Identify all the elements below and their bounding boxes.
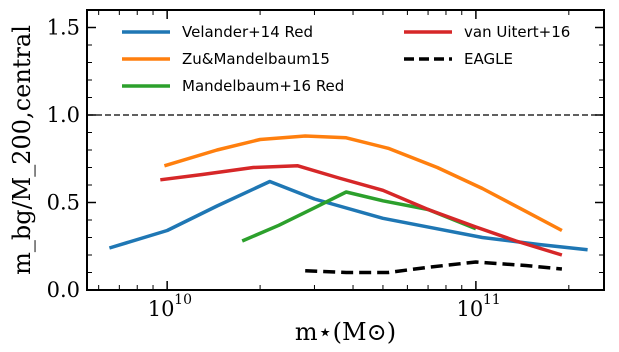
legend: Velander+14 Red Zu&Mandelbaum15 Mandelbaum…	[122, 23, 570, 95]
x-tick-exponent: 10	[174, 292, 192, 308]
legend-label-4: van Uitert+16	[464, 23, 570, 41]
series-line-3	[241, 190, 477, 243]
legend-label-3: Mandelbaum+16 Red	[182, 77, 344, 95]
y-tick-label: 0.5	[47, 191, 80, 215]
legend-label-1: Velander+14 Red	[182, 23, 313, 41]
series-line-4	[160, 164, 563, 257]
x-tick-exponent: 11	[483, 292, 501, 308]
y-axis-label: m_bg/M_200,central	[8, 25, 36, 275]
x-tick-label: 10	[148, 297, 175, 321]
legend-label-5: EAGLE	[464, 50, 513, 68]
y-tick-label: 1.0	[47, 103, 80, 127]
series-layer	[108, 134, 588, 275]
legend-label-2: Zu&Mandelbaum15	[182, 50, 330, 68]
series-line-5	[305, 260, 563, 275]
ticks-layer: 0.00.51.01.510 10 10 11	[47, 10, 604, 321]
plot-frame	[86, 9, 605, 291]
x-axis-label: m⋆(M⊙)	[295, 318, 396, 346]
y-tick-label: 1.5	[47, 16, 80, 40]
series-line-1	[108, 179, 588, 252]
x-tick-label: 10	[457, 297, 484, 321]
series-line-2	[163, 134, 563, 233]
y-tick-label: 0.0	[47, 278, 80, 302]
